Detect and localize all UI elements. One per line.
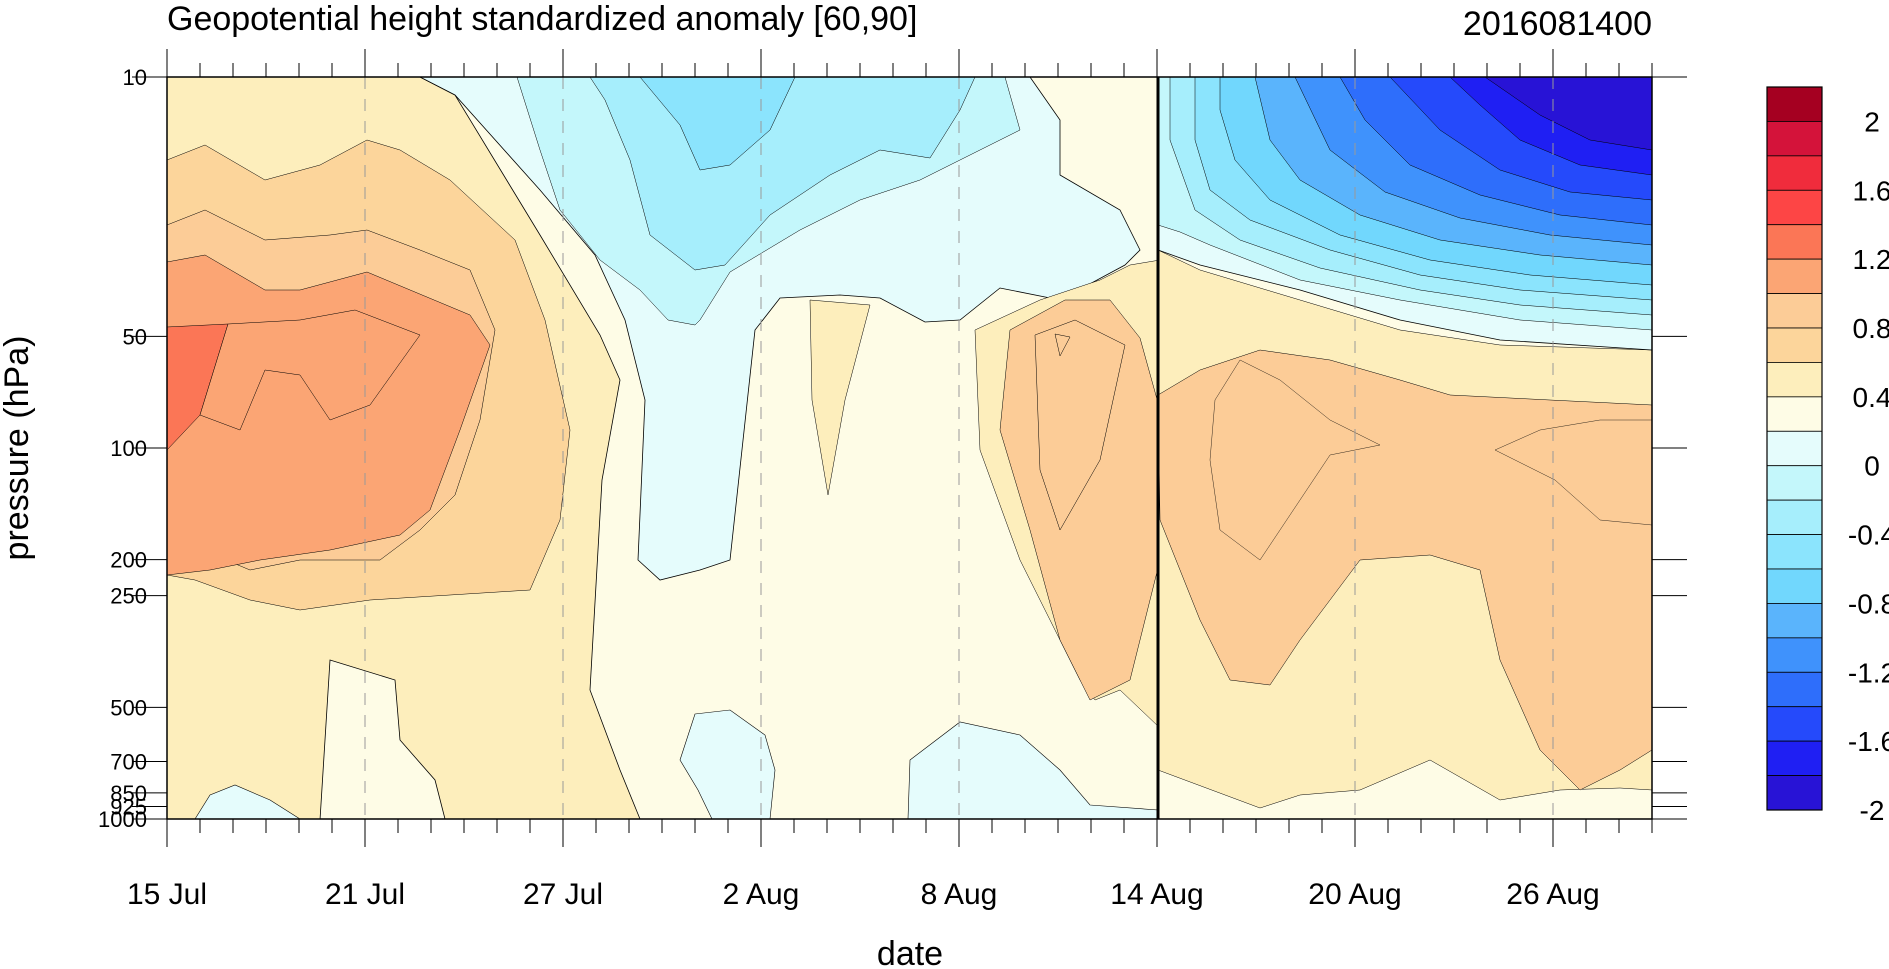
colorbar-label: -1.2 <box>1848 657 1889 688</box>
colorbar-label: -2 <box>1860 795 1885 826</box>
colorbar-label: 1.2 <box>1853 244 1889 275</box>
x-axis-label: date <box>877 935 943 969</box>
colorbar-label: -1.6 <box>1848 726 1889 757</box>
y-axis-label: pressure (hPa) <box>0 336 36 561</box>
contour-fill-0.6-east <box>1034 319 1126 531</box>
contour-fill-neg0.2-lower-west <box>194 784 301 819</box>
y-tick-label: 200 <box>110 548 147 573</box>
colorbar-label: -0.8 <box>1848 588 1889 619</box>
colorbar-swatch <box>1766 189 1823 226</box>
colorbar-label: -0.4 <box>1848 520 1889 551</box>
x-tick-label: 8 Aug <box>921 878 998 911</box>
y-tick-label: 1000 <box>98 807 147 832</box>
colorbar-swatch <box>1766 534 1823 570</box>
y-tick-label: 500 <box>110 695 147 720</box>
x-tick-label: 2 Aug <box>723 878 800 911</box>
colorbar-label: 0 <box>1864 451 1880 482</box>
contour-fill-neg2.2-forecast <box>1484 77 1652 151</box>
colorbar-swatch <box>1766 86 1823 122</box>
colorbar-swatch <box>1766 293 1823 329</box>
colorbar-swatch <box>1766 327 1823 363</box>
y-tick-label: 10 <box>123 65 147 90</box>
colorbar-swatch <box>1766 740 1823 776</box>
chart-title: Geopotential height standardized anomaly… <box>167 0 917 38</box>
colorbar-swatch <box>1766 671 1823 708</box>
colorbar-swatch <box>1766 396 1823 432</box>
y-tick-label: 100 <box>110 436 147 461</box>
y-tick-label: 850 <box>110 781 147 806</box>
colorbar: 2 1.6 1.2 0.8 0.4 0 -0.4 -0.8 -1.2 -1.6 -2 <box>1766 86 1889 826</box>
contour-fill-0.4-forecast-lobe <box>1494 419 1652 526</box>
contour-fill-0.8-east-spot <box>1054 333 1071 357</box>
colorbar-swatch <box>1766 706 1823 742</box>
colorbar-swatch <box>1766 568 1823 604</box>
colorbar-swatch <box>1766 603 1823 639</box>
x-axis: 15 Jul 21 Jul 27 Jul 2 Aug 8 Aug 14 Aug 20 Aug… <box>127 49 1653 911</box>
colorbar-swatch <box>1766 430 1823 467</box>
x-tick-label: 20 Aug <box>1308 878 1401 911</box>
x-tick-label: 15 Jul <box>127 878 207 911</box>
contour-fills <box>167 77 1652 819</box>
colorbar-swatch <box>1766 362 1823 398</box>
y-tick-label: 250 <box>110 584 147 609</box>
contour-fill-neg0.2-lower-center <box>679 709 776 819</box>
y-tick-label: 700 <box>110 750 147 775</box>
x-tick-label: 26 Aug <box>1506 878 1599 911</box>
colorbar-frame <box>1766 86 1823 811</box>
contour-fill-neg0.2-lower-east <box>907 721 1159 819</box>
colorbar-swatch <box>1766 499 1823 535</box>
contour-fill-0.6-forecast <box>1209 359 1381 561</box>
grid-lines <box>364 77 1554 819</box>
contour-fill-neg0.8-north <box>639 77 796 171</box>
colorbar-label: 1.6 <box>1853 175 1889 206</box>
plot-area <box>166 76 1653 820</box>
colorbar-label: 2 <box>1864 106 1880 137</box>
contour-fill-1.0-west <box>199 309 421 431</box>
chart-date-label: 2016081400 <box>1463 5 1652 43</box>
x-tick-label: 14 Aug <box>1110 878 1203 911</box>
colorbar-label: 0.4 <box>1853 382 1889 413</box>
colorbar-swatch <box>1766 637 1823 673</box>
colorbar-swatch <box>1766 258 1823 294</box>
colorbar-label: 0.8 <box>1853 313 1889 344</box>
x-tick-label: 21 Jul <box>325 878 405 911</box>
contour-fill-0.2-center <box>809 299 871 496</box>
colorbar-swatch <box>1766 121 1823 157</box>
y-tick-label: 925 <box>110 794 147 819</box>
colorbar-swatch <box>1766 155 1823 191</box>
colorbar-swatch <box>1766 465 1823 501</box>
x-tick-label: 27 Jul <box>523 878 603 911</box>
colorbar-swatch <box>1766 224 1823 260</box>
y-tick-label: 50 <box>123 324 147 349</box>
colorbar-swatch <box>1766 775 1823 811</box>
